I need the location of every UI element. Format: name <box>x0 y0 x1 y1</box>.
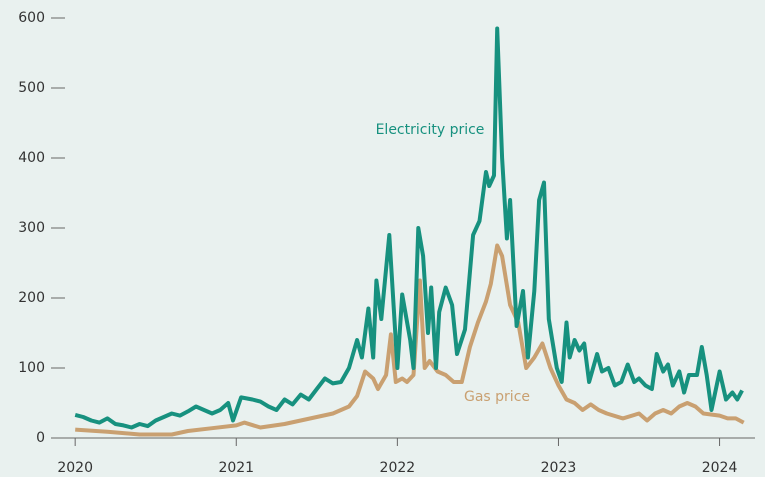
y-tick-label: 0 <box>36 430 45 446</box>
series-line <box>74 26 744 430</box>
annotation: Electricity price <box>376 122 485 138</box>
series-line <box>75 243 745 437</box>
y-tick-label: 600 <box>18 10 45 26</box>
x-tick-label: 2020 <box>57 460 93 476</box>
annotation: Gas price <box>464 389 530 405</box>
x-tick-label: 2023 <box>541 460 577 476</box>
x-tick-label: 2024 <box>702 460 738 476</box>
x-tick-label: 2022 <box>380 460 416 476</box>
y-tick-label: 200 <box>18 290 45 306</box>
x-tick-label: 2021 <box>218 460 254 476</box>
y-tick-label: 100 <box>18 360 45 376</box>
y-tick-label: 500 <box>18 80 45 96</box>
y-tick-label: 400 <box>18 150 45 166</box>
y-tick-label: 300 <box>18 220 45 236</box>
